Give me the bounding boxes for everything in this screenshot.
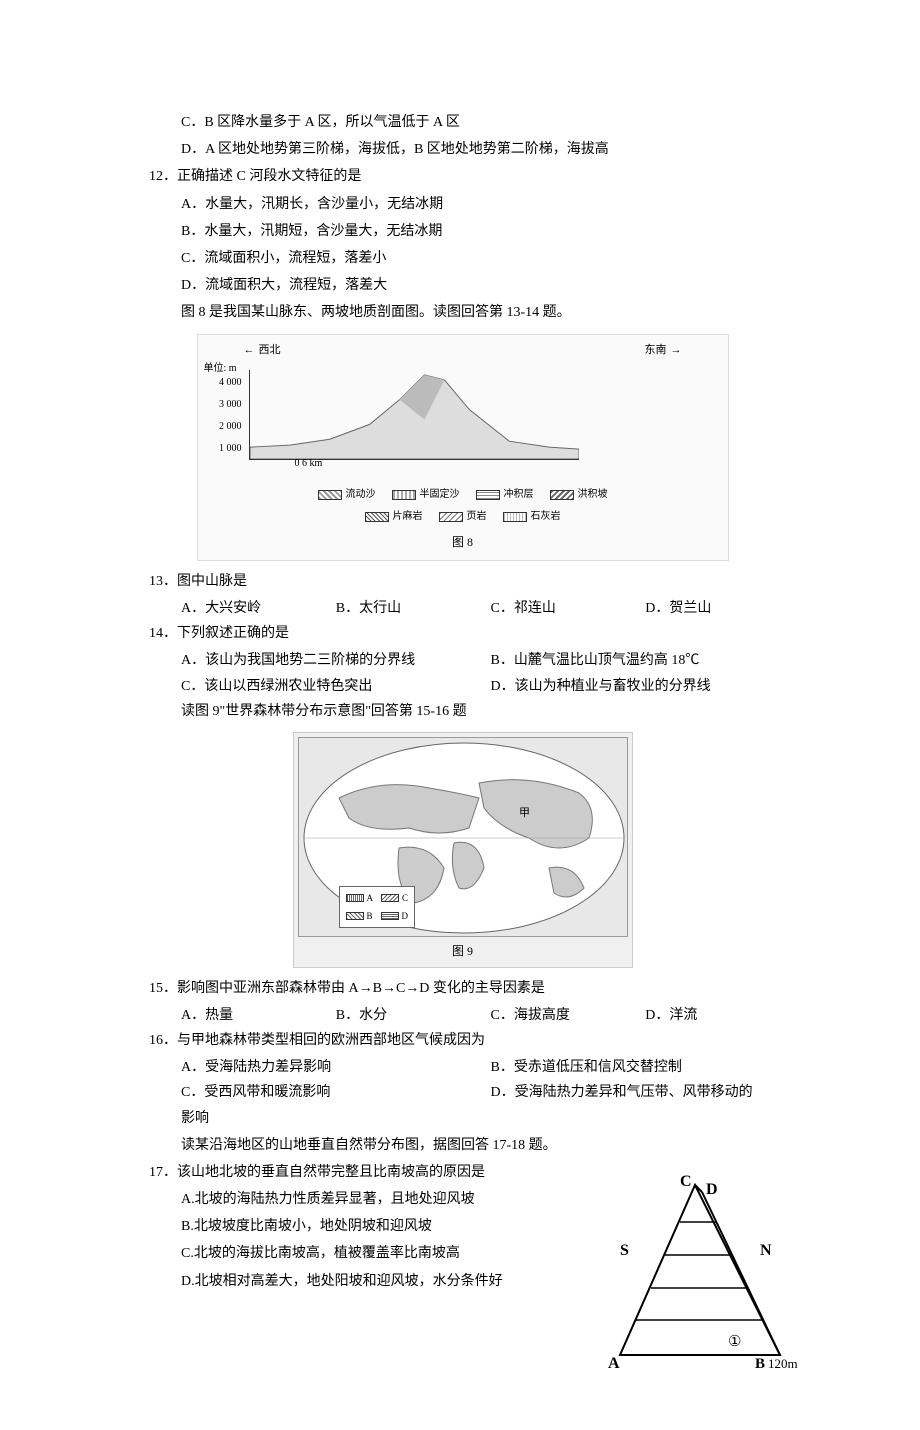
q12-d: D．流域面积大，流程短，落差大 <box>125 273 800 298</box>
fig9-legend-item: A <box>346 890 374 906</box>
fig9-legend-item: C <box>381 890 408 906</box>
fig8-intro: 图 8 是我国某山脉东、两坡地质剖面图。读图回答第 13-14 题。 <box>125 300 800 325</box>
q16-row1: A．受海陆热力差异影响 B．受赤道低压和信风交替控制 <box>125 1055 800 1080</box>
q13-options: A．大兴安岭 B．太行山 C．祁连山 D．贺兰山 <box>125 596 800 621</box>
fig9-caption: 图 9 <box>298 941 628 963</box>
tri-a: A <box>608 1355 620 1370</box>
q13-a: A．大兴安岭 <box>181 596 336 621</box>
fig8-chart: 单位: m 4 000 3 000 2 000 1 000 0 6 km <box>204 360 604 480</box>
q17-b: B.北坡坡度比南坡小，地处阴坡和迎风坡 <box>125 1214 600 1239</box>
fig8-legend: 流动沙半固定沙冲积层洪积坡片麻岩页岩石灰岩 <box>204 484 722 528</box>
q14-row1: A．该山为我国地势二三阶梯的分界线 B．山麓气温比山顶气温约高 18℃ <box>125 648 800 673</box>
q16-row2: C．受西风带和暖流影响 D．受海陆热力差异和气压带、风带移动的 <box>125 1080 800 1105</box>
q12-a: A．水量大，汛期长，含沙量小，无结冰期 <box>125 192 800 217</box>
triangle-svg: C D S N A ① B 120m <box>600 1170 800 1370</box>
q13-d: D．贺兰山 <box>645 596 800 621</box>
q14-a: A．该山为我国地势二三阶梯的分界线 <box>181 648 491 673</box>
fig8-dir-left: 西北 <box>244 341 281 361</box>
q12-b: B．水量大，汛期短，含沙量大，无结冰期 <box>125 219 800 244</box>
q13-stem: 13．图中山脉是 <box>125 569 800 594</box>
fig8-profile-svg <box>250 370 579 459</box>
q13-b: B．太行山 <box>336 596 491 621</box>
q15-a: A．热量 <box>181 1003 336 1028</box>
fig17-intro: 读某沿海地区的山地垂直自然带分布图，据图回答 17-18 题。 <box>125 1133 800 1158</box>
tri-belt: ① <box>728 1334 741 1350</box>
q14-c: C．该山以西绿洲农业特色突出 <box>181 674 491 699</box>
fig8-legend-item: 冲积层 <box>476 486 534 504</box>
fig8-legend-item: 片麻岩 <box>365 508 423 526</box>
q16-c: C．受西风带和暖流影响 <box>181 1080 491 1105</box>
q15-stem: 15．影响图中亚洲东部森林带由 A→B→C→D 变化的主导因素是 <box>125 976 800 1001</box>
fig9-intro: 读图 9"世界森林带分布示意图"回答第 15-16 题 <box>125 699 800 724</box>
q17-stem: 17．该山地北坡的垂直自然带完整且比南坡高的原因是 <box>125 1160 600 1185</box>
fig8-legend-item: 石灰岩 <box>503 508 561 526</box>
tri-elev: 120m <box>768 1356 798 1370</box>
q15-d: D．洋流 <box>645 1003 800 1028</box>
fig8-caption: 图 8 <box>204 532 722 554</box>
fig8-ytick-0: 4 000 <box>219 374 242 392</box>
q14-stem: 14．下列叙述正确的是 <box>125 621 800 646</box>
figure8: 西北 东南 单位: m 4 000 3 000 2 000 1 000 0 6 … <box>125 334 800 561</box>
q16-a: A．受海陆热力差异影响 <box>181 1055 491 1080</box>
prev-option-d: D．A 区地处地势第三阶梯，海拔低，B 区地处地势第二阶梯，海拔高 <box>125 137 800 162</box>
q15-options: A．热量 B．水分 C．海拔高度 D．洋流 <box>125 1003 800 1028</box>
fig9-marker: 甲 <box>519 807 530 819</box>
tri-s: S <box>620 1242 629 1259</box>
tri-d: D <box>706 1181 718 1198</box>
q16-d-cont: 影响 <box>125 1106 800 1131</box>
fig8-legend-item: 洪积坡 <box>550 486 608 504</box>
q14-row2: C．该山以西绿洲农业特色突出 D．该山为种植业与畜牧业的分界线 <box>125 674 800 699</box>
q16-stem: 16．与甲地森林带类型相回的欧洲西部地区气候成因为 <box>125 1028 800 1053</box>
q16-d: D．受海陆热力差异和气压带、风带移动的 <box>491 1080 801 1105</box>
q15-b: B．水分 <box>336 1003 491 1028</box>
fig8-dir-right: 东南 <box>645 341 682 361</box>
tri-n: N <box>760 1242 772 1259</box>
fig8-ytick-1: 3 000 <box>219 396 242 414</box>
fig9-map: 甲 ACBD <box>298 737 628 937</box>
triangle-figure: C D S N A ① B 120m <box>600 1170 800 1370</box>
fig8-scale: 0 6 km <box>295 455 323 473</box>
fig8-ytick-2: 2 000 <box>219 418 242 436</box>
fig8-legend-item: 流动沙 <box>318 486 376 504</box>
figure9: 甲 ACBD 图 9 <box>125 732 800 968</box>
q17-d: D.北坡相对高差大，地处阳坡和迎风坡，水分条件好 <box>125 1269 600 1294</box>
q16-b: B．受赤道低压和信风交替控制 <box>491 1055 801 1080</box>
fig9-legend: ACBD <box>339 886 416 928</box>
q17-c: C.北坡的海拔比南坡高，植被覆盖率比南坡高 <box>125 1241 600 1266</box>
q12-c: C．流域面积小，流程短，落差小 <box>125 246 800 271</box>
tri-b: B <box>755 1356 765 1370</box>
q13-c: C．祁连山 <box>491 596 646 621</box>
q14-d: D．该山为种植业与畜牧业的分界线 <box>491 674 801 699</box>
q14-b: B．山麓气温比山顶气温约高 18℃ <box>491 648 801 673</box>
fig8-ytick-3: 1 000 <box>219 440 242 458</box>
tri-c: C <box>680 1173 692 1190</box>
fig9-legend-item: B <box>346 908 373 924</box>
fig8-legend-item: 半固定沙 <box>392 486 460 504</box>
q12-stem: 12．正确描述 C 河段水文特征的是 <box>125 164 800 189</box>
q17-a: A.北坡的海陆热力性质差异显著，且地处迎风坡 <box>125 1187 600 1212</box>
q15-c: C．海拔高度 <box>491 1003 646 1028</box>
prev-option-c: C．B 区降水量多于 A 区，所以气温低于 A 区 <box>125 110 800 135</box>
fig8-legend-item: 页岩 <box>439 508 487 526</box>
fig9-legend-item: D <box>381 908 409 924</box>
